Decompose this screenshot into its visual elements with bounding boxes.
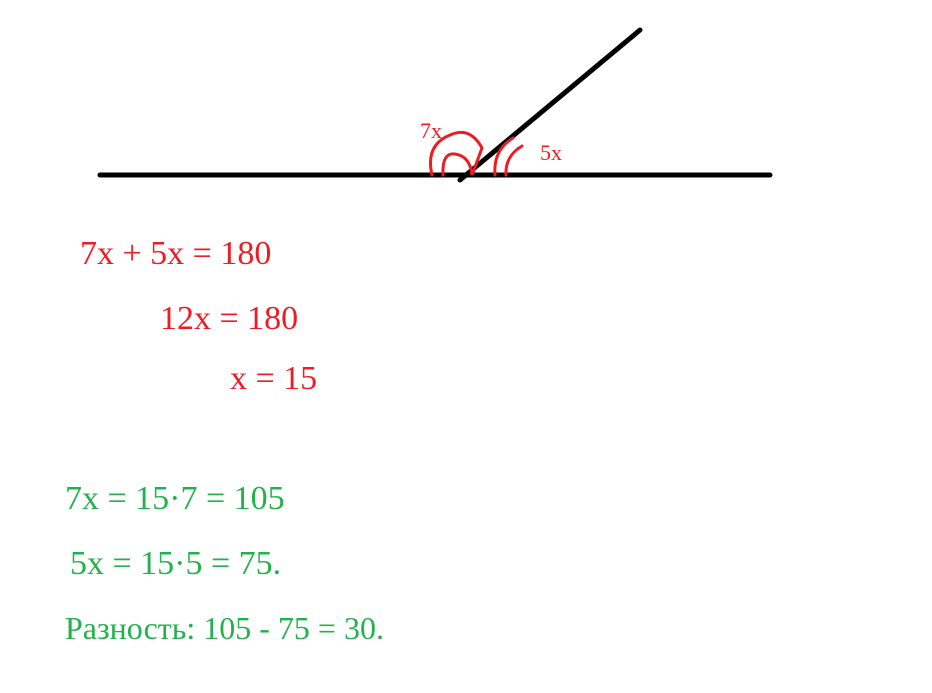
- work-green-line-1: 7x = 15·7 = 105: [65, 480, 285, 518]
- work-red-line-2: 12x = 180: [160, 300, 298, 338]
- angle-arc-right: [495, 138, 522, 175]
- drawing-canvas: 7x 5x 7x + 5x = 180 12x = 180 x = 15 7x …: [0, 0, 932, 693]
- angle-label-7x: 7x: [420, 118, 442, 144]
- geometry-svg: [0, 0, 932, 693]
- work-green-line-3: Разность: 105 - 75 = 30.: [65, 610, 384, 647]
- work-red-line-3: x = 15: [230, 360, 317, 398]
- work-red-line-1: 7x + 5x = 180: [80, 235, 271, 273]
- angle-label-5x: 5x: [540, 140, 562, 166]
- work-green-line-2: 5x = 15·5 = 75.: [70, 545, 281, 583]
